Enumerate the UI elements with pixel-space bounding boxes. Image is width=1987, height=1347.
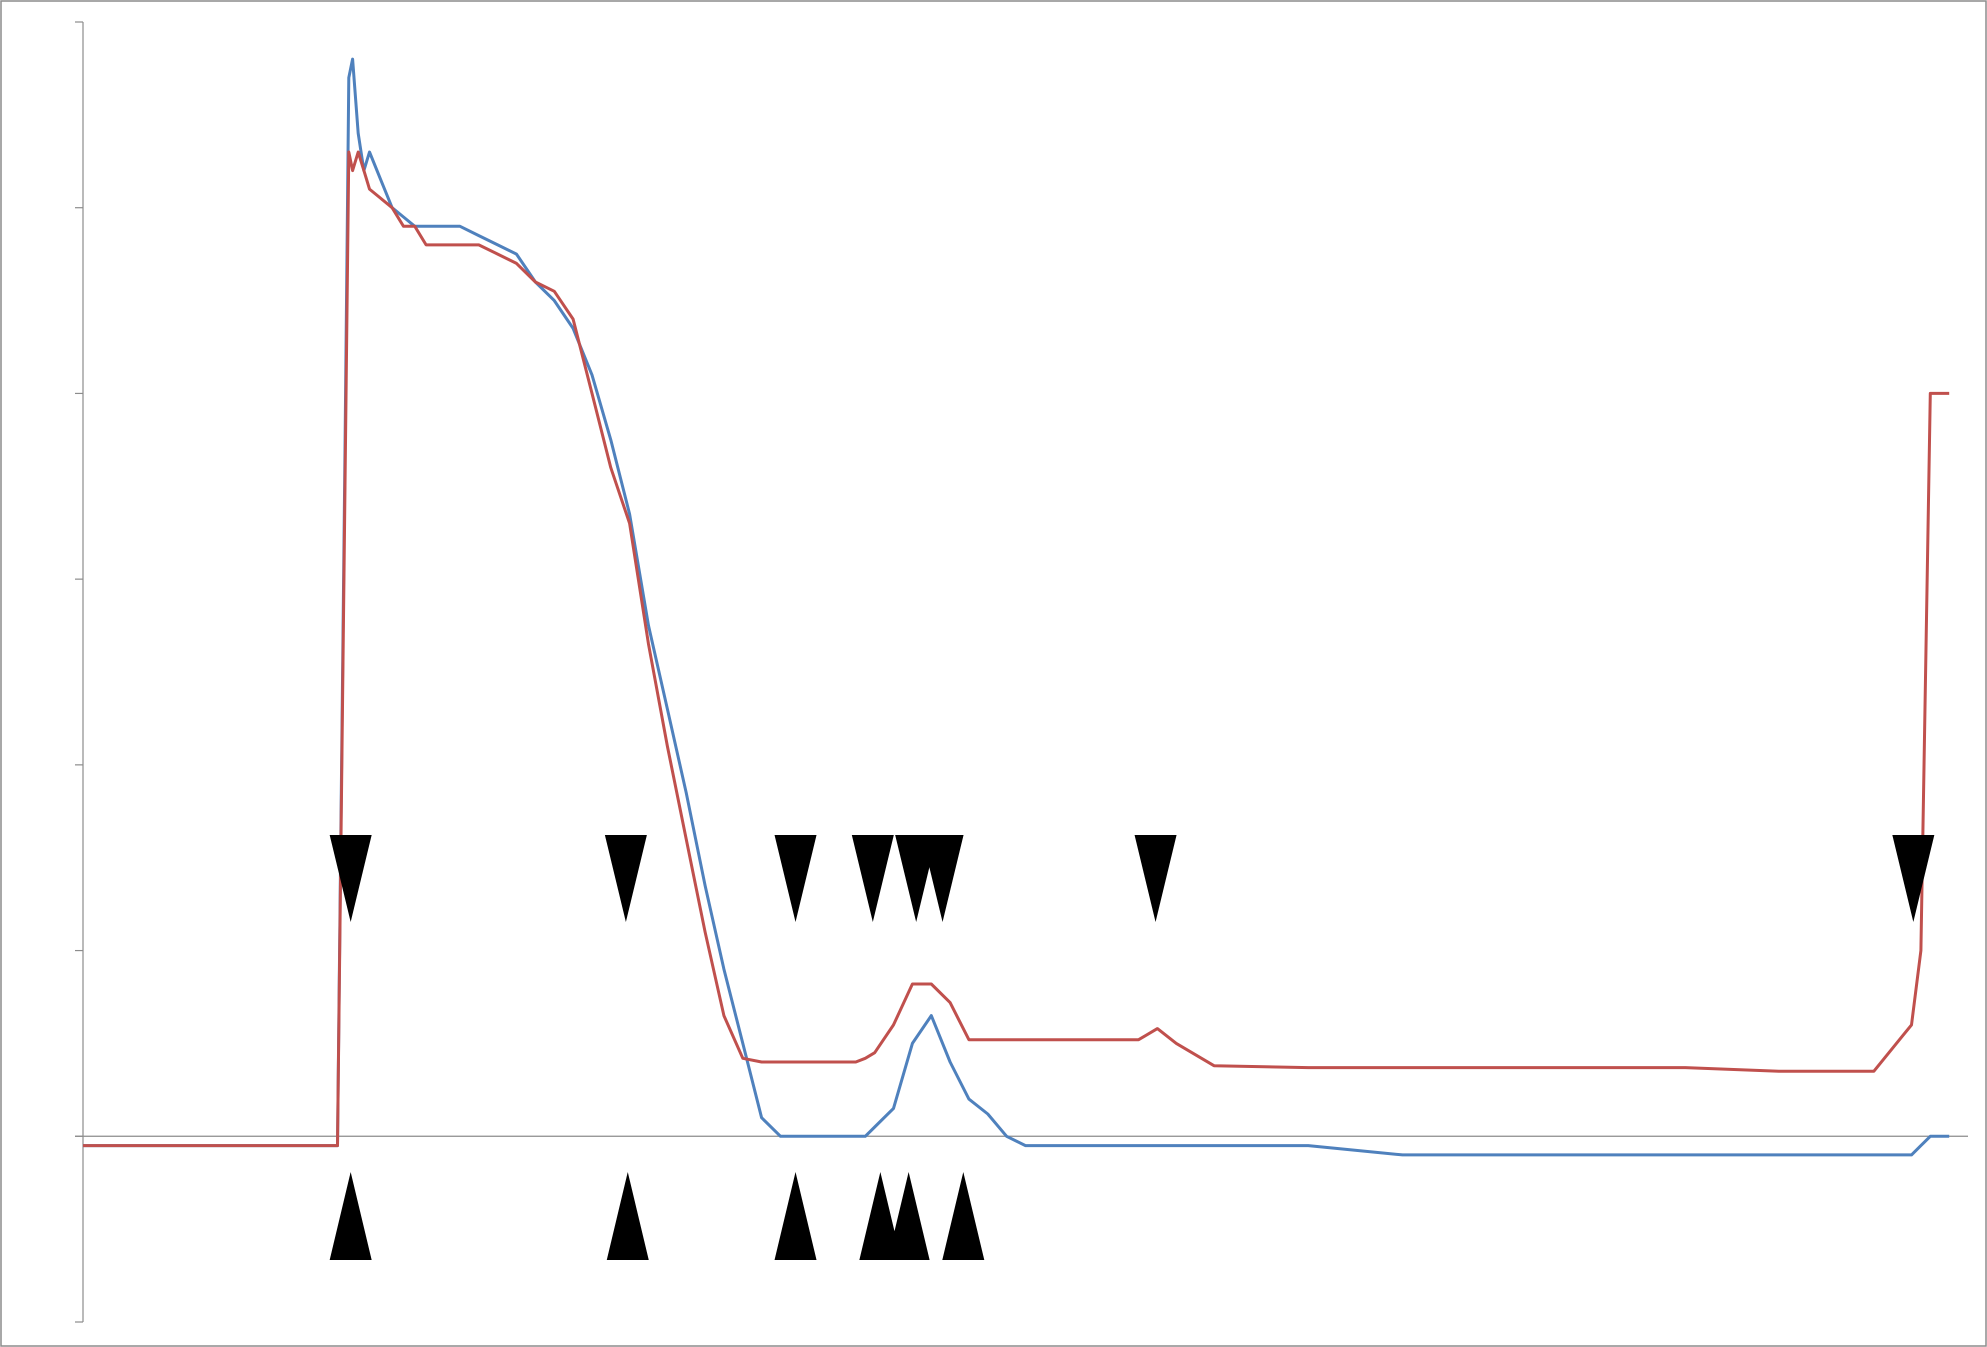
- series-line-red: [83, 150, 1950, 1148]
- marker-up-triangle: [942, 1172, 985, 1260]
- marker-down-triangle: [774, 835, 817, 922]
- marker-down-triangle: [921, 835, 964, 922]
- marker-up-triangle: [774, 1172, 817, 1260]
- marker-up-triangle: [606, 1172, 649, 1260]
- marker-down-triangle: [851, 835, 894, 922]
- series-layer: [83, 57, 1950, 1157]
- marker-down-triangle: [1134, 835, 1177, 922]
- marker-up-triangle: [329, 1172, 372, 1260]
- marker-down-triangle: [329, 835, 372, 922]
- marker-up-triangle: [887, 1172, 930, 1260]
- marker-down-triangle: [604, 835, 647, 922]
- marker-down-triangle: [1892, 835, 1935, 922]
- marker-up-triangle: [859, 1172, 902, 1260]
- y-axis-ticks: [75, 21, 83, 1323]
- event-markers: [329, 835, 1935, 1260]
- marker-down-triangle: [895, 835, 938, 922]
